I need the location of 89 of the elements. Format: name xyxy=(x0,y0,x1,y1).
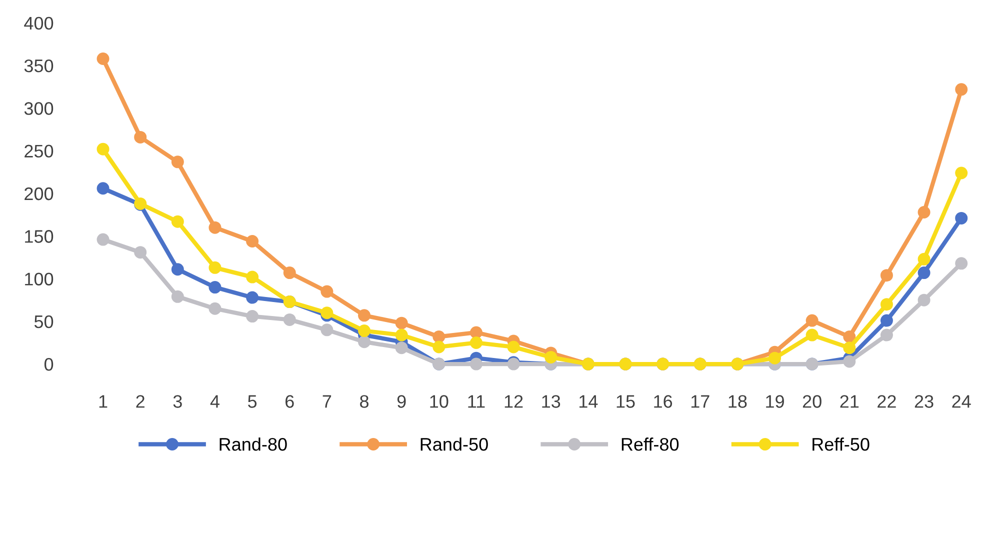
point xyxy=(171,290,184,303)
point xyxy=(320,324,334,336)
point xyxy=(806,328,818,342)
point xyxy=(918,266,930,280)
point xyxy=(843,355,856,368)
x-tick-label: 7 xyxy=(322,395,332,408)
x-tick-label: 17 xyxy=(691,395,710,408)
point xyxy=(955,166,968,180)
point xyxy=(320,306,334,320)
point xyxy=(246,234,259,248)
y-tick-label: 100 xyxy=(25,272,54,286)
point xyxy=(320,285,334,298)
point xyxy=(955,212,968,224)
point xyxy=(395,316,408,330)
y-tick-label: 350 xyxy=(24,59,54,72)
x-tick-label: 19 xyxy=(766,395,784,408)
point xyxy=(246,291,259,304)
point xyxy=(955,83,968,96)
x-tick-label: 10 xyxy=(430,395,448,408)
point xyxy=(955,257,968,270)
point xyxy=(358,309,371,322)
point xyxy=(246,270,259,284)
point xyxy=(507,340,520,354)
x-tick-label: 18 xyxy=(728,395,747,408)
point xyxy=(246,310,259,323)
x-tick-label: 4 xyxy=(210,395,220,408)
point xyxy=(918,206,930,218)
point xyxy=(880,298,893,311)
point xyxy=(918,294,930,306)
y-tick-label: 50 xyxy=(34,315,54,328)
x-tick-label: 15 xyxy=(616,395,635,408)
point xyxy=(171,156,184,168)
point xyxy=(843,342,856,354)
point xyxy=(208,261,222,274)
point xyxy=(395,342,408,354)
point xyxy=(918,252,930,266)
point xyxy=(806,314,818,327)
y-tick-label: 200 xyxy=(24,187,54,200)
point xyxy=(283,313,296,326)
legend-label: Reff-50 xyxy=(812,438,870,451)
x-tick-label: 21 xyxy=(840,395,859,408)
x-tick-label: 22 xyxy=(878,395,896,408)
point xyxy=(208,281,222,294)
x-tick-label: 12 xyxy=(504,395,523,408)
point xyxy=(96,52,110,65)
point xyxy=(171,263,184,276)
x-tick-label: 23 xyxy=(914,395,934,408)
point xyxy=(96,233,110,246)
legend-label: Reff-80 xyxy=(622,438,679,451)
point xyxy=(283,266,296,280)
x-tick-label: 24 xyxy=(952,395,971,408)
x-tick-label: 13 xyxy=(542,395,560,408)
point xyxy=(432,340,446,354)
point xyxy=(208,221,222,234)
legend-label: Rand-80 xyxy=(220,437,287,451)
y-tick-label: 150 xyxy=(25,230,54,243)
x-tick-label: 6 xyxy=(286,395,294,408)
point xyxy=(880,328,893,342)
point xyxy=(432,330,446,343)
point xyxy=(544,350,558,364)
y-tick-label: 0 xyxy=(44,358,54,371)
x-tick-label: 2 xyxy=(136,395,144,408)
x-tick-label: 9 xyxy=(397,395,406,408)
x-tick-label: 14 xyxy=(580,395,598,408)
x-tick-label: 20 xyxy=(802,395,822,408)
y-tick-label: 250 xyxy=(24,144,54,158)
y-tick-label: 300 xyxy=(24,102,54,115)
point xyxy=(96,182,110,195)
x-tick-label: 3 xyxy=(173,395,182,408)
point xyxy=(208,302,222,315)
point xyxy=(470,358,482,370)
point xyxy=(134,130,147,144)
point xyxy=(470,336,482,349)
point xyxy=(880,269,893,282)
x-tick-label: 16 xyxy=(654,395,672,408)
point xyxy=(843,330,856,343)
x-tick-label: 11 xyxy=(468,395,485,408)
x-tick-label: 5 xyxy=(248,395,257,408)
point xyxy=(134,246,147,259)
point xyxy=(96,142,110,156)
legend-label: Rand-50 xyxy=(420,437,488,451)
point xyxy=(768,352,782,364)
y-tick-label: 400 xyxy=(24,16,54,30)
point xyxy=(470,326,482,339)
x-tick-label: 1 xyxy=(99,395,108,408)
point xyxy=(880,314,893,327)
x-tick-label: 8 xyxy=(360,395,368,408)
point xyxy=(395,328,408,342)
point xyxy=(171,215,184,228)
